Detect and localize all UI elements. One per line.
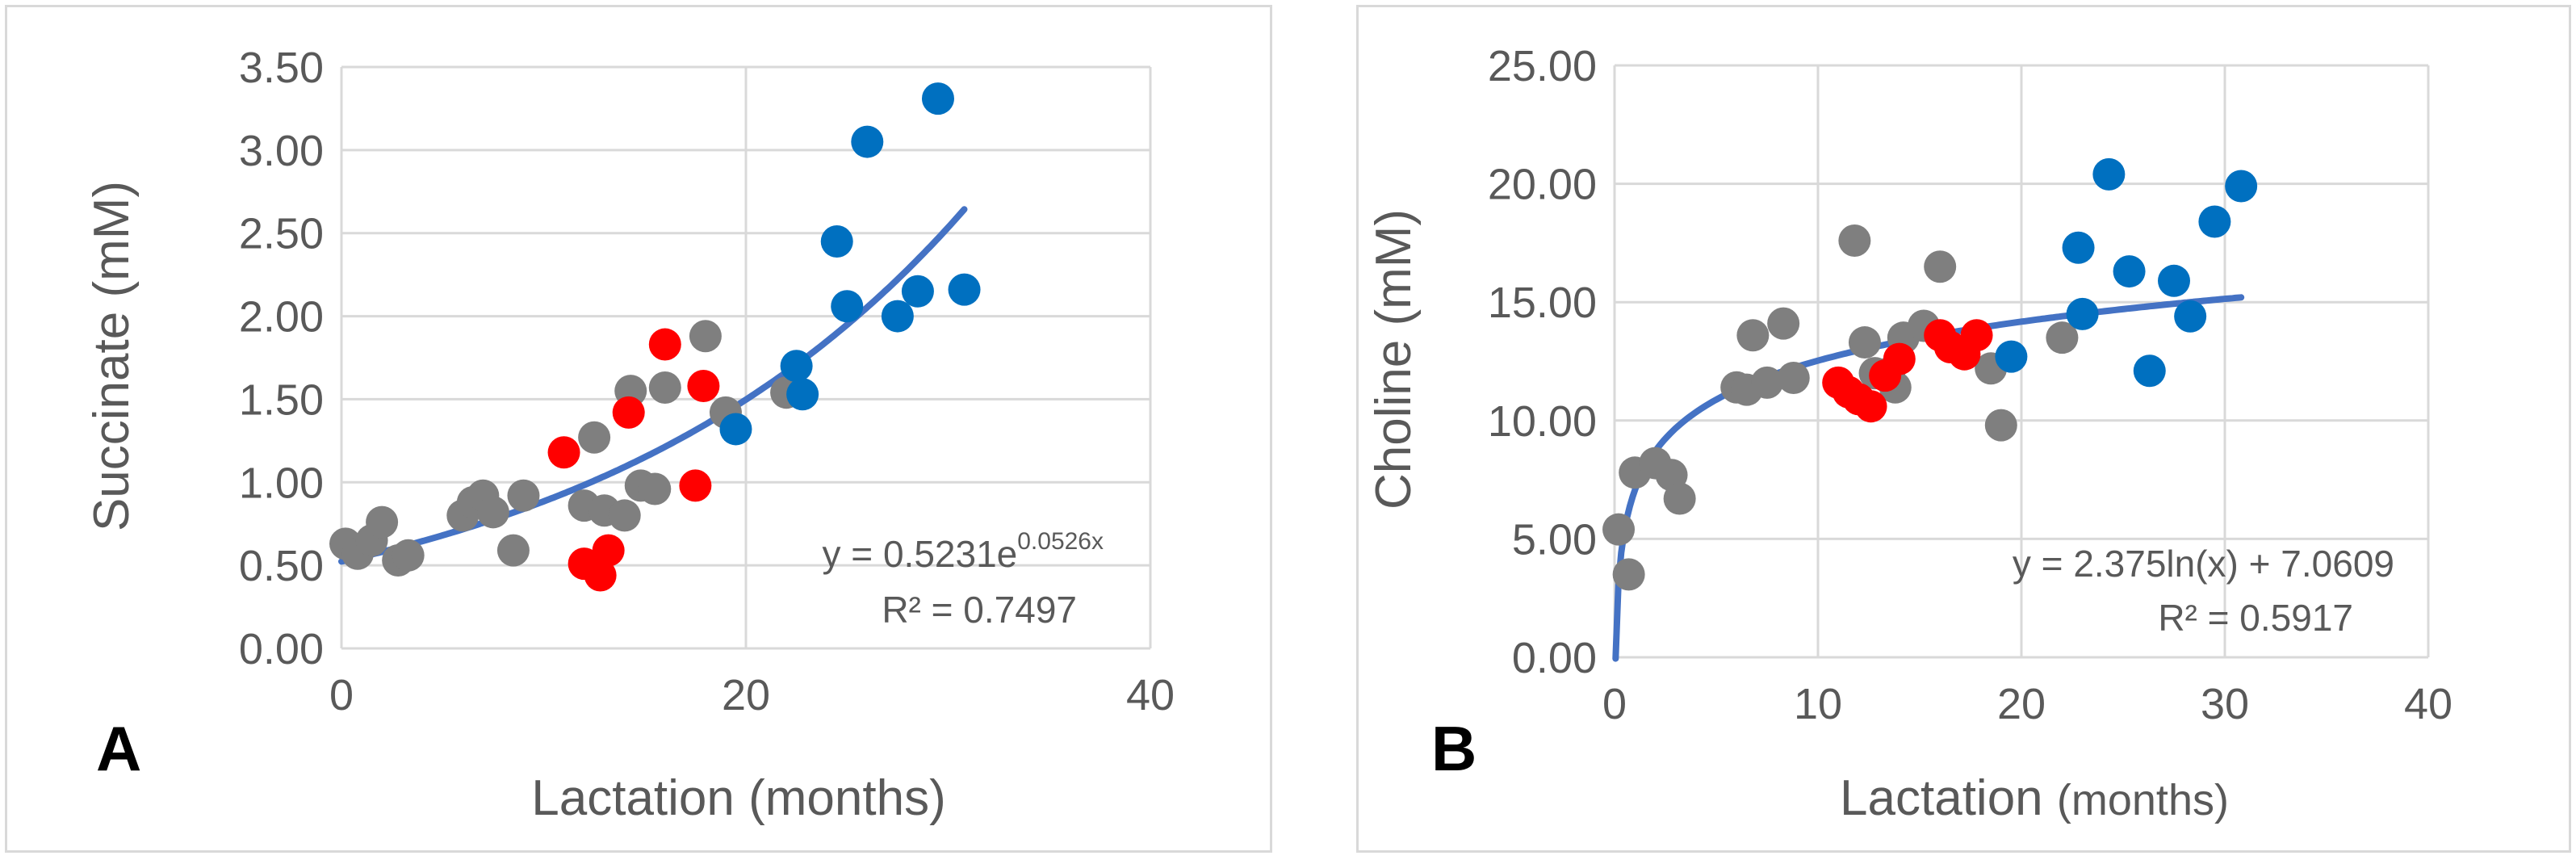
data-point-grey	[1602, 513, 1636, 546]
data-point-blue	[2066, 297, 2099, 330]
panel-label-b: B	[1431, 713, 1476, 784]
x-axis-title: Lactation (months)	[531, 770, 945, 826]
data-point-red	[679, 469, 712, 502]
trendline-equation: y = 2.375ln(x) + 7.0609	[2013, 543, 2394, 585]
x-axis-title: Lactation (months)	[1840, 770, 2229, 826]
x-tick-label: 0	[1602, 680, 1627, 728]
data-point-grey	[366, 505, 399, 539]
data-point-grey	[1984, 409, 2017, 442]
chart-panel-a: 0.00 0.50 1.00 1.50 2.00 2.50 3.00 3.50 0 20 40 S…	[5, 5, 1272, 853]
succinate-chart: 0.00 0.50 1.00 1.50 2.00 2.50 3.00 3.50 0 20 40 S…	[84, 44, 1175, 826]
data-point-grey	[1663, 482, 1696, 515]
data-point-grey	[496, 534, 530, 567]
data-point-blue	[1995, 340, 2028, 373]
data-point-blue	[2174, 300, 2207, 333]
equation-base: y = 0.5231e	[823, 533, 1018, 575]
data-point-blue	[2158, 264, 2190, 297]
x-tick-label: 0	[329, 671, 354, 719]
data-point-grey	[689, 320, 722, 353]
data-point-blue	[901, 275, 934, 308]
chart-panel-b: 0.00 5.00 10.00 15.00 20.00 25.00 0 10 20 30 40 C…	[1356, 5, 2571, 853]
y-tick-label: 3.50	[239, 44, 324, 92]
equation-exponent: 0.0526x	[1017, 528, 1104, 555]
data-point-red	[1883, 342, 1916, 375]
y-tick-label: 2.00	[239, 293, 324, 342]
data-point-grey	[1838, 224, 1871, 257]
logarithmic-trendline	[1612, 294, 2245, 662]
y-tick-label: 0.50	[239, 542, 324, 590]
data-point-blue	[881, 300, 914, 333]
data-point-grey	[648, 371, 681, 405]
x-tick-label: 20	[722, 671, 770, 719]
y-tick-label: 15.00	[1488, 279, 1597, 327]
data-point-red	[648, 328, 681, 361]
data-point-blue	[780, 350, 813, 383]
data-point-grey	[1751, 366, 1783, 399]
data-point-grey	[608, 499, 641, 532]
data-point-grey	[1924, 250, 1957, 283]
trendline-equation: y = 0.5231e0.0526x	[823, 528, 1104, 575]
choline-chart: 0.00 5.00 10.00 15.00 20.00 25.00 0 10 20 30 40 C…	[1366, 42, 2452, 826]
data-point-grey	[392, 539, 425, 572]
data-point-blue	[786, 378, 819, 411]
r-squared-label: R² = 0.5917	[2158, 597, 2353, 639]
data-point-blue	[2133, 354, 2166, 388]
data-point-grey	[1736, 319, 1770, 352]
y-tick-label: 1.00	[239, 459, 324, 507]
x-tick-label: 40	[2404, 680, 2452, 728]
data-point-red	[1854, 390, 1887, 423]
y-tick-label: 1.50	[239, 375, 324, 424]
y-tick-label: 3.00	[239, 127, 324, 175]
data-point-grey	[2046, 321, 2079, 354]
data-point-blue	[851, 125, 884, 158]
x-axis-title-unit: (months)	[2057, 776, 2229, 824]
y-tick-label: 25.00	[1488, 42, 1597, 90]
data-point-blue	[921, 82, 954, 115]
data-point-blue	[2062, 231, 2095, 264]
data-point-grey	[639, 472, 672, 505]
data-point-blue	[831, 290, 864, 323]
data-point-grey	[1612, 558, 1645, 591]
data-point-red	[687, 369, 720, 402]
data-point-red	[547, 436, 580, 469]
y-tick-label: 20.00	[1488, 161, 1597, 209]
x-tick-label: 40	[1126, 671, 1175, 719]
data-point-grey	[507, 479, 540, 512]
x-tick-label: 30	[2201, 680, 2249, 728]
y-tick-label: 10.00	[1488, 397, 1597, 446]
data-point-red	[1960, 319, 1993, 352]
data-point-red	[592, 534, 625, 567]
r-squared-label: R² = 0.7497	[882, 589, 1077, 631]
data-point-blue	[948, 273, 981, 306]
panel-label-a: A	[96, 713, 141, 784]
data-point-blue	[2198, 205, 2231, 238]
data-point-blue	[2225, 170, 2258, 203]
x-tick-label: 20	[1997, 680, 2046, 728]
data-point-blue	[2113, 255, 2146, 288]
data-point-grey	[578, 421, 611, 454]
y-tick-label: 0.00	[1512, 634, 1597, 682]
data-point-red	[612, 396, 645, 429]
x-tick-label: 10	[1794, 680, 1842, 728]
y-tick-label: 0.00	[239, 625, 324, 673]
y-tick-label: 2.50	[239, 210, 324, 258]
y-axis-title: Choline (mM)	[1366, 209, 1422, 510]
x-axis-title-main: Lactation	[1840, 770, 2043, 826]
data-point-blue	[820, 225, 853, 258]
data-point-blue	[719, 413, 752, 446]
data-point-grey	[476, 496, 509, 529]
data-point-blue	[2092, 157, 2126, 191]
data-point-grey	[1777, 362, 1810, 395]
data-point-grey	[1848, 326, 1881, 359]
data-point-grey	[1767, 307, 1800, 340]
y-axis-title: Succinate (mM)	[84, 181, 140, 531]
y-tick-label: 5.00	[1512, 515, 1597, 564]
data-point-red	[584, 559, 617, 592]
